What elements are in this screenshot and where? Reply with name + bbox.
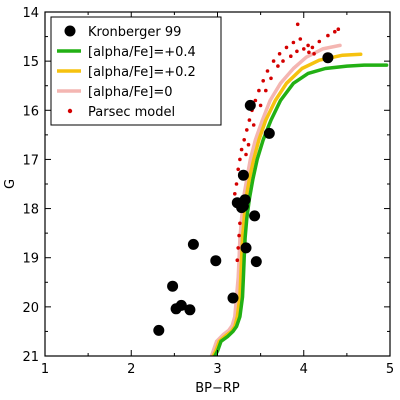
- x-tick-label: 5: [386, 362, 394, 377]
- legend-label-kronberger: Kronberger 99: [88, 25, 181, 40]
- x-tick-label: 3: [213, 362, 221, 377]
- data-point-kronberger-99: [250, 256, 262, 268]
- legend-entry-alpha-0: [alpha/Fe]=0: [57, 85, 173, 100]
- data-point-kronberger-99: [237, 169, 249, 181]
- data-point-parsec-model: [312, 52, 316, 56]
- data-point-parsec-model: [235, 258, 240, 263]
- series-layer: [153, 22, 389, 356]
- y-tick-label: 18: [22, 203, 39, 218]
- data-point-parsec-model: [326, 33, 330, 38]
- data-point-parsec-model: [245, 128, 249, 132]
- legend: Kronberger 99 [alpha/Fe]=+0.4 [alpha/Fe]…: [50, 16, 222, 126]
- data-point-parsec-model: [276, 64, 280, 68]
- data-point-parsec-model: [253, 98, 258, 103]
- y-tick-label: 14: [22, 6, 39, 21]
- legend-label-parsec: Parsec model: [88, 105, 175, 120]
- data-point-parsec-model: [237, 233, 241, 238]
- data-point-kronberger-99: [322, 52, 334, 64]
- data-point-parsec-model: [258, 103, 263, 108]
- data-point-parsec-model: [271, 59, 276, 63]
- data-point-parsec-model: [238, 221, 242, 226]
- data-point-parsec-model: [281, 59, 285, 63]
- data-point-parsec-model: [261, 79, 266, 83]
- isochrone-line-alpha-fe-0: [209, 43, 342, 356]
- data-point-parsec-model: [233, 192, 237, 196]
- data-point-parsec-model: [244, 152, 248, 157]
- data-point-parsec-model: [246, 142, 251, 147]
- data-point-kronberger-99: [240, 242, 252, 254]
- data-point-parsec-model: [295, 22, 300, 27]
- data-point-parsec-model: [307, 50, 311, 55]
- legend-entry-alpha-02: [alpha/Fe]=+0.2: [57, 65, 196, 80]
- legend-entry-kronberger: Kronberger 99: [64, 25, 181, 40]
- data-point-parsec-model: [242, 138, 246, 142]
- legend-label-alpha-04: [alpha/Fe]=+0.4: [88, 45, 196, 60]
- data-point-kronberger-99: [263, 127, 275, 139]
- data-point-kronberger-99: [187, 238, 199, 250]
- data-point-parsec-model: [257, 88, 261, 93]
- legend-label-alpha-0: [alpha/Fe]=0: [88, 85, 173, 100]
- y-tick-label: 15: [22, 55, 39, 70]
- y-tick-label: 16: [22, 104, 39, 119]
- data-point-kronberger-99: [239, 194, 251, 206]
- series-kronberger-99: [153, 52, 334, 336]
- data-point-parsec-model: [298, 37, 303, 41]
- data-point-parsec-model: [238, 157, 242, 162]
- data-point-kronberger-99: [184, 304, 196, 316]
- data-point-parsec-model: [302, 47, 306, 51]
- legend-label-alpha-02: [alpha/Fe]=+0.2: [88, 65, 196, 80]
- data-point-parsec-model: [291, 40, 296, 45]
- series-alpha-fe-0: [209, 43, 342, 356]
- data-point-parsec-model: [251, 123, 256, 127]
- data-point-parsec-model: [317, 39, 322, 44]
- data-point-parsec-model: [310, 45, 315, 50]
- data-point-parsec-model: [269, 76, 273, 81]
- data-point-kronberger-99: [210, 255, 222, 267]
- data-point-parsec-model: [277, 52, 282, 56]
- data-point-kronberger-99: [249, 210, 261, 222]
- series-parsec-model: [233, 22, 341, 263]
- x-tick-label: 4: [300, 362, 308, 377]
- data-point-kronberger-99: [167, 280, 179, 292]
- legend-marker-kronberger: [64, 25, 76, 37]
- y-tick-label: 19: [22, 252, 39, 267]
- data-point-parsec-model: [265, 69, 270, 73]
- data-point-parsec-model: [239, 147, 244, 152]
- data-point-parsec-model: [236, 246, 240, 250]
- y-axis-label: G: [3, 179, 18, 189]
- data-point-kronberger-99: [227, 292, 239, 304]
- data-point-parsec-model: [236, 167, 240, 172]
- legend-entry-alpha-04: [alpha/Fe]=+0.4: [57, 45, 196, 60]
- y-tick-label: 17: [22, 153, 39, 168]
- data-point-parsec-model: [333, 29, 337, 34]
- data-point-parsec-model: [306, 43, 310, 48]
- data-point-parsec-model: [247, 118, 252, 122]
- y-tick-label: 20: [22, 301, 39, 316]
- data-point-kronberger-99: [244, 99, 256, 111]
- x-tick-label: 1: [41, 362, 49, 377]
- data-point-kronberger-99: [153, 324, 165, 336]
- y-tick-label: 21: [22, 350, 39, 365]
- data-point-parsec-model: [284, 45, 289, 50]
- data-point-parsec-model: [234, 182, 239, 186]
- data-point-parsec-model: [295, 49, 299, 54]
- data-point-parsec-model: [264, 88, 268, 93]
- data-point-kronberger-99: [175, 299, 187, 311]
- data-point-parsec-model: [289, 54, 293, 58]
- legend-entry-parsec: Parsec model: [67, 105, 175, 120]
- x-axis-label: BP−RP: [195, 381, 240, 396]
- legend-marker-parsec: [67, 108, 73, 114]
- ticks-layer: 1 2 3 4 5 14 15 16 17 18 19 20 21: [22, 6, 394, 377]
- data-point-parsec-model: [336, 27, 341, 32]
- x-tick-label: 2: [127, 362, 135, 377]
